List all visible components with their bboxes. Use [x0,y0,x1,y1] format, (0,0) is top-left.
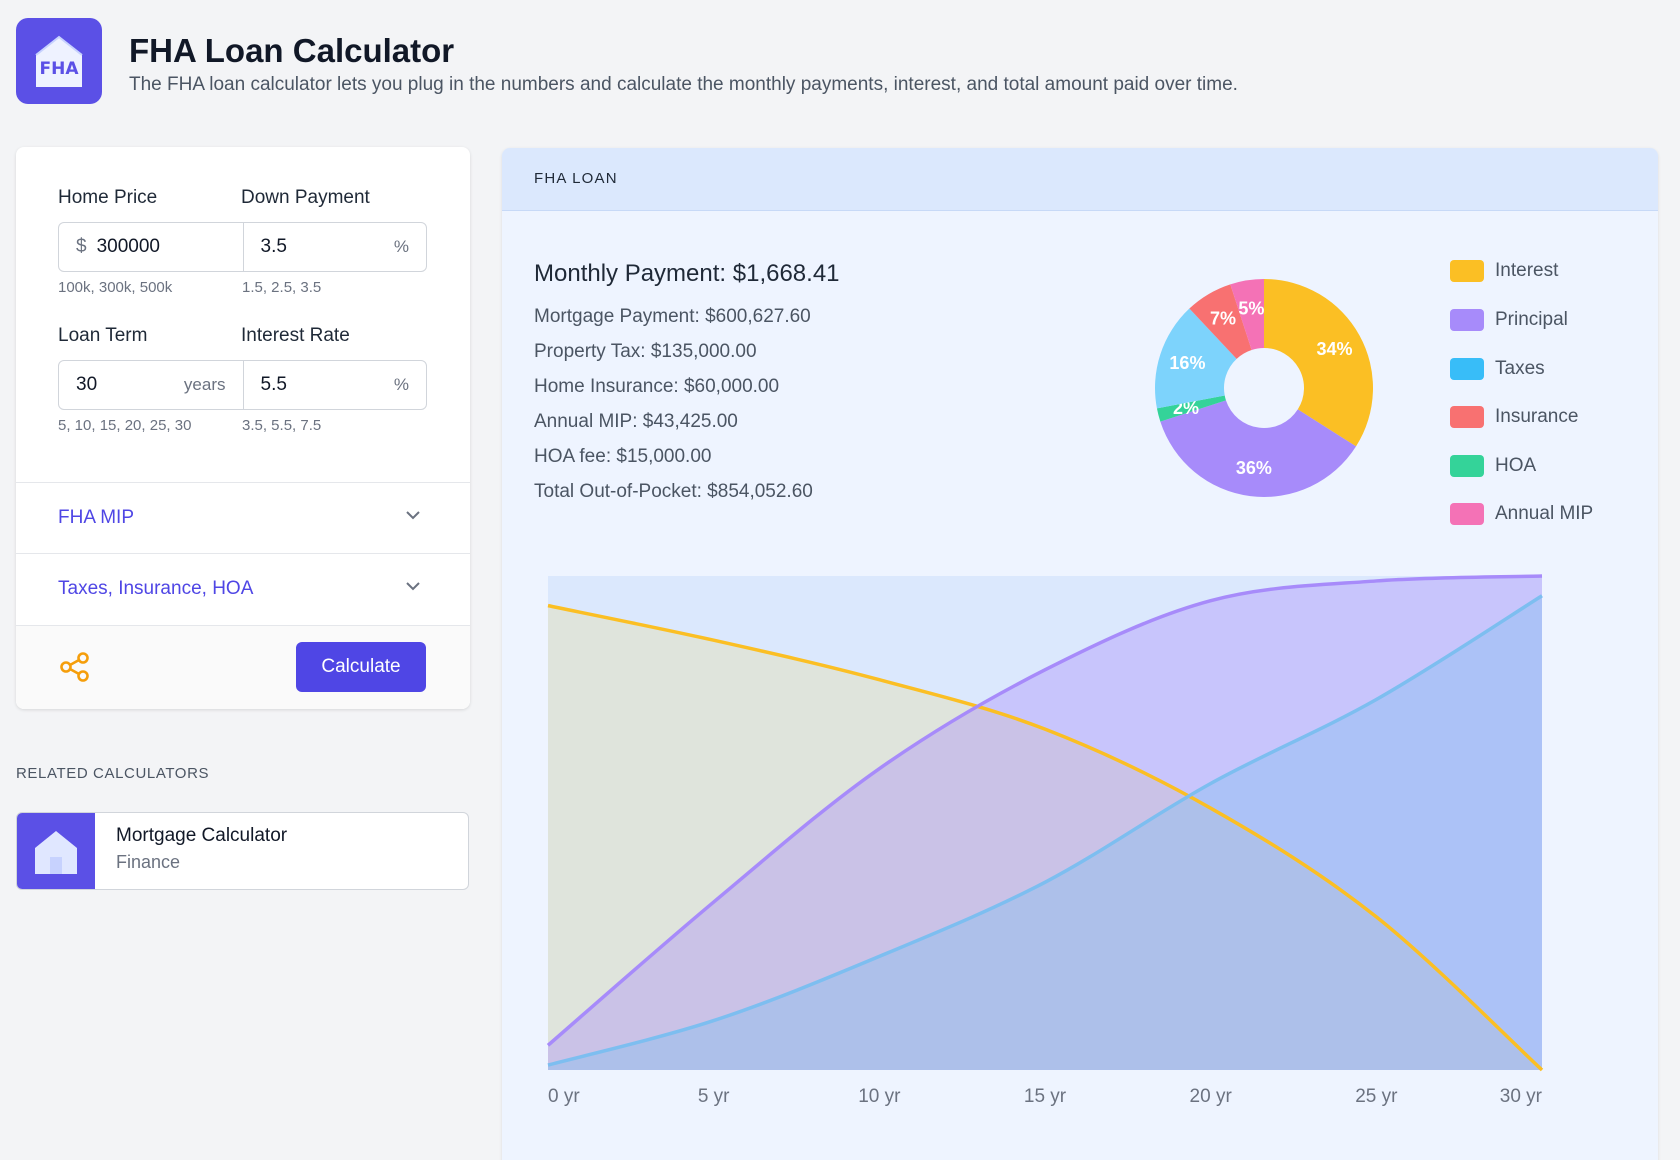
legend-item-taxes[interactable]: Taxes [1450,357,1545,381]
legend-swatch [1450,503,1484,525]
legend-label: Taxes [1495,358,1545,379]
pie-slice-label: 34% [1317,339,1353,359]
years-suffix: years [183,375,226,394]
chevron-down-icon [406,582,420,591]
results-panel: FHA LOAN Monthly Payment: $1,668.41 Mort… [502,148,1658,1160]
x-tick-label: 0 yr [548,1086,580,1107]
monthly-payment: Monthly Payment: $1,668.41 [534,260,840,287]
interest-rate-hint: 3.5, 5.5, 7.5 [242,417,322,434]
legend-item-hoa[interactable]: HOA [1450,454,1536,478]
down-payment-hint: 1.5, 2.5, 3.5 [242,279,322,296]
line-taxes [547,594,1543,1067]
down-payment-field[interactable]: % [242,223,427,271]
pie-slice-interest[interactable] [1264,279,1373,447]
term-rate-group: years % [58,360,427,410]
house-icon [17,813,95,889]
down-payment-label: Down Payment [241,187,370,208]
related-calculator-category: Finance [116,852,181,872]
line-principal [546,574,1543,1047]
legend-label: Annual MIP [1495,503,1594,524]
legend-label: HOA [1495,455,1537,476]
pie-slice-label: 16% [1169,353,1205,373]
pie-slice-principal[interactable] [1160,400,1357,497]
legend-item-principal[interactable]: Principal [1450,308,1568,332]
legend-swatch [1450,406,1484,428]
legend-swatch [1450,309,1484,331]
legend-item-interest[interactable]: Interest [1450,259,1558,283]
taxes-insurance-hoa-accordion[interactable]: Taxes, Insurance, HOA [16,553,470,624]
legend-item-insurance[interactable]: Insurance [1450,405,1578,429]
pie-slice-annual-mip[interactable] [1230,279,1264,350]
x-tick-label: 25 yr [1355,1086,1398,1107]
fha-mip-accordion[interactable]: FHA MIP [16,482,470,553]
down-payment-input[interactable] [260,236,409,258]
x-tick-label: 5 yr [698,1086,730,1107]
annual-mip-line: Annual MIP: $43,425.00 [534,411,738,432]
calculate-button[interactable]: Calculate [296,642,426,692]
page-title: FHA Loan Calculator [129,32,455,69]
price-downpayment-group: $ % [58,222,427,272]
loan-term-hint: 5, 10, 15, 20, 25, 30 [58,417,192,434]
x-tick-label: 20 yr [1190,1086,1233,1107]
chevron-down-icon [406,511,420,520]
x-tick-label: 30 yr [1500,1086,1543,1107]
legend-label: Interest [1495,260,1559,281]
related-calculator-title: Mortgage Calculator [116,825,288,846]
related-calculators-heading: RELATED CALCULATORS [16,765,210,782]
home-insurance-line: Home Insurance: $60,000.00 [534,376,780,397]
x-tick-label: 15 yr [1024,1086,1067,1107]
area-taxes [548,595,1542,1070]
panel-title: FHA LOAN [534,170,618,187]
payment-breakdown-pie: 34% 36% 2% 16% 7% 5% [1144,268,1384,513]
hoa-fee-line: HOA fee: $15,000.00 [534,446,712,467]
legend-item-annual-mip[interactable]: Annual MIP [1450,502,1593,526]
pie-slice-insurance[interactable] [1189,284,1252,359]
related-calculator-card[interactable]: Mortgage Calculator Finance [16,812,469,890]
amortization-area-chart: 0 yr 5 yr 10 yr 15 yr 20 yr 25 yr 30 yr [502,548,1658,1160]
pie-slice-taxes[interactable] [1155,308,1237,409]
legend-label: Principal [1495,309,1568,330]
area-interest [548,605,1542,1070]
percent-suffix: % [393,375,409,394]
percent-suffix: % [393,237,409,256]
logo-text: FHA [39,59,79,79]
dollar-prefix: $ [76,236,87,257]
loan-term-input[interactable] [76,374,226,396]
pie-slice-label: 7% [1210,309,1236,329]
home-price-field[interactable]: $ [59,223,243,271]
plot-area [548,576,1542,1070]
legend-swatch [1450,455,1484,477]
pie-slice-label: 36% [1236,458,1272,478]
legend-swatch [1450,358,1484,380]
property-tax-line: Property Tax: $135,000.00 [534,341,757,362]
app-logo: FHA [16,18,102,104]
legend-label: Insurance [1495,406,1579,427]
area-principal [548,576,1542,1070]
loan-form-card: Home Price Down Payment $ % 100k, 300k, … [16,147,470,709]
interest-rate-field[interactable]: % [242,361,427,409]
loan-term-field[interactable]: years [59,361,243,409]
home-price-hint: 100k, 300k, 500k [58,279,173,296]
legend-swatch [1450,260,1484,282]
panel-header: FHA LOAN [502,148,1658,211]
pie-slice-label: 5% [1238,298,1264,318]
page-subtitle: The FHA loan calculator lets you plug in… [129,74,1238,95]
loan-term-label: Loan Term [58,325,148,346]
home-price-input[interactable] [96,236,226,258]
interest-rate-input[interactable] [260,374,409,396]
form-footer: Calculate [16,625,470,709]
home-price-label: Home Price [58,187,158,208]
interest-rate-label: Interest Rate [241,325,350,346]
pie-slice-hoa[interactable] [1156,395,1226,422]
house-icon: FHA [32,33,86,89]
x-tick-label: 10 yr [858,1086,901,1107]
line-interest [547,603,1544,1072]
taxes-insurance-hoa-label: Taxes, Insurance, HOA [58,578,254,599]
share-icon[interactable] [60,652,90,682]
mortgage-payment-line: Mortgage Payment: $600,627.60 [534,306,811,327]
total-out-of-pocket-line: Total Out-of-Pocket: $854,052.60 [534,481,813,502]
fha-mip-label: FHA MIP [58,507,135,528]
